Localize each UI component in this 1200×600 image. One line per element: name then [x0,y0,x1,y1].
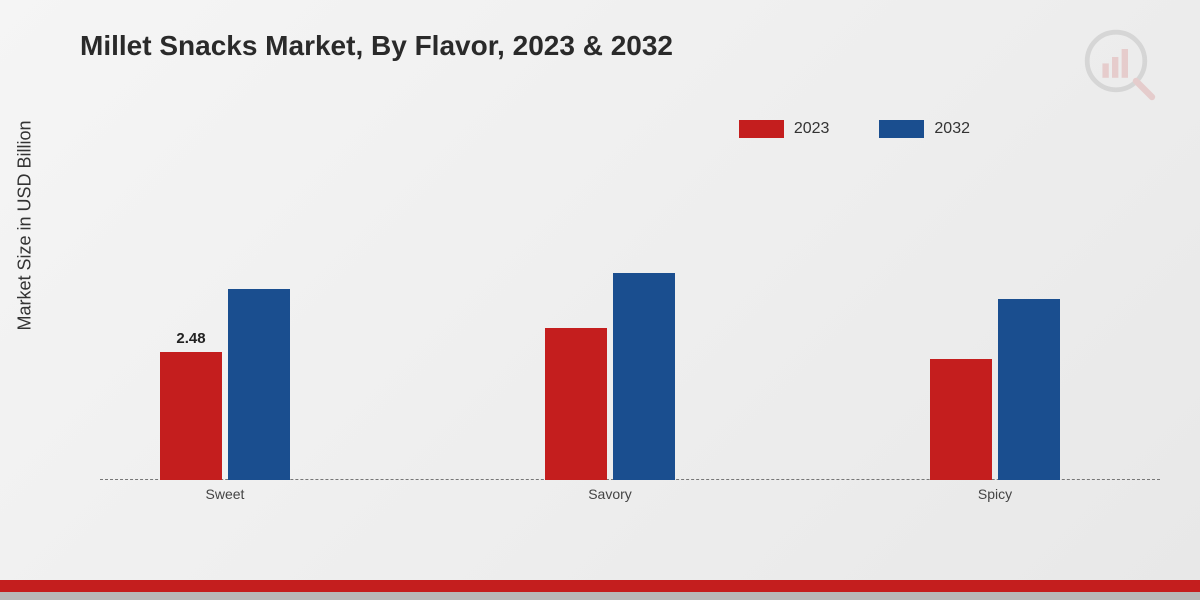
bar [228,289,290,480]
legend-item-2032: 2032 [879,120,970,138]
bar [930,359,992,480]
bar-value-label: 2.48 [160,330,222,347]
bar-group-sweet: 2.48Sweet [160,289,290,480]
legend-swatch-2023 [739,120,784,138]
bar: 2.48 [160,352,222,480]
category-label: Sweet [155,486,295,502]
category-label: Savory [540,486,680,502]
footer-red-bar [0,580,1200,592]
chart-plot-area: 2.48Sweet Savory Spicy [100,170,1160,480]
bar [545,328,607,480]
bar-group-spicy: Spicy [930,299,1060,480]
category-label: Spicy [925,486,1065,502]
footer-grey-bar [0,592,1200,600]
legend: 2023 2032 [739,120,970,138]
watermark-logo [1080,25,1160,105]
bar-group-savory: Savory [545,273,675,480]
legend-label-2032: 2032 [934,120,970,138]
legend-item-2023: 2023 [739,120,830,138]
y-axis-label: Market Size in USD Billion [15,120,36,330]
legend-label-2023: 2023 [794,120,830,138]
legend-swatch-2032 [879,120,924,138]
bar [998,299,1060,480]
chart-title: Millet Snacks Market, By Flavor, 2023 & … [80,30,673,62]
bar [613,273,675,480]
